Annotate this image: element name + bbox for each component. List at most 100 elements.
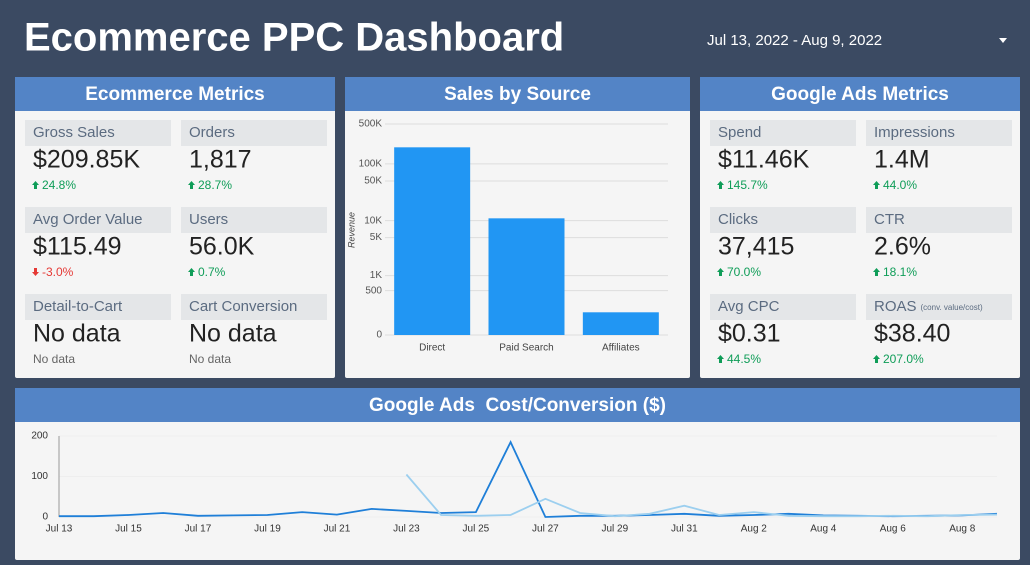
- x-tick-label: Jul 29: [602, 524, 629, 535]
- x-tick-label: Jul 19: [254, 524, 281, 535]
- x-tick-label: Paid Search: [499, 343, 553, 354]
- y-tick-label: 0: [376, 330, 382, 341]
- metric-label-box: [866, 207, 1012, 233]
- metric-value: $38.40: [874, 320, 950, 348]
- panel-header: [700, 77, 1020, 111]
- metric-label: Cart Conversion: [189, 298, 297, 315]
- metric-label: CTR: [874, 211, 905, 228]
- metric-value: $0.31: [718, 320, 781, 348]
- panel-header: [345, 77, 690, 111]
- y-tick-label: 500K: [359, 119, 383, 130]
- panel-title: Sales by Source: [444, 84, 591, 105]
- metric-change: 207.0%: [883, 352, 924, 366]
- x-tick-label: Jul 27: [532, 524, 559, 535]
- metric-label-box: [181, 120, 327, 146]
- x-tick-label: Aug 6: [880, 524, 907, 535]
- y-tick-label: 100K: [359, 158, 383, 169]
- arrow-down: [32, 268, 39, 276]
- metric-change: 28.7%: [198, 178, 232, 192]
- metric-label: Orders: [189, 124, 235, 141]
- x-tick-label: Aug 4: [810, 524, 837, 535]
- y-axis-label: Revenue: [346, 212, 356, 248]
- dashboard-title: Ecommerce PPC Dashboard: [24, 16, 564, 60]
- x-tick-label: Jul 15: [115, 524, 142, 535]
- metric-label-box: [181, 207, 327, 233]
- x-tick-label: Jul 13: [46, 524, 73, 535]
- panel-header: [15, 388, 1020, 422]
- metric-change: 44.5%: [727, 352, 761, 366]
- metric-label: Users: [189, 211, 228, 228]
- x-tick-label: Aug 2: [741, 524, 768, 535]
- panel-title: Google Ads Cost/Conversion ($): [369, 395, 666, 416]
- arrow-up: [32, 181, 39, 189]
- bar: [488, 218, 565, 335]
- arrow-up: [873, 268, 880, 276]
- x-tick-label: Direct: [419, 343, 445, 354]
- y-tick-label: 500: [365, 285, 382, 296]
- y-tick-label: 0: [42, 512, 48, 523]
- arrow-up: [717, 355, 724, 363]
- metric-value: $11.46K: [718, 146, 810, 174]
- bar: [582, 312, 659, 335]
- metric-label: Clicks: [718, 211, 758, 228]
- metric-label-note: (conv. value/cost): [921, 303, 983, 312]
- dropdown-arrow[interactable]: [999, 38, 1007, 43]
- metric-value: 37,415: [718, 233, 794, 261]
- panel-title: Ecommerce Metrics: [85, 84, 265, 105]
- metric-value: 2.6%: [874, 233, 931, 261]
- arrow-up: [188, 268, 195, 276]
- metric-label-box: [181, 294, 327, 320]
- metric-value: No data: [189, 320, 277, 348]
- metric-label-box: [710, 207, 856, 233]
- x-tick-label: Aug 8: [949, 524, 976, 535]
- metric-label-box: [866, 294, 1012, 320]
- metric-label: Gross Sales: [33, 124, 115, 141]
- metric-value: 56.0K: [189, 233, 255, 261]
- metric-label: Avg CPC: [718, 298, 780, 315]
- metric-label-box: [25, 207, 171, 233]
- metric-label-box: [710, 294, 856, 320]
- metric-value: No data: [33, 320, 121, 348]
- metric-label: Impressions: [874, 124, 955, 141]
- line: [405, 473, 998, 518]
- metric-value: $115.49: [33, 233, 122, 261]
- y-tick-label: 200: [31, 431, 48, 442]
- metric-change: 145.7%: [727, 178, 768, 192]
- x-tick-label: Jul 31: [671, 524, 698, 535]
- metric-value: 1,817: [189, 146, 252, 174]
- arrow-up: [717, 181, 724, 189]
- y-tick-label: 100: [31, 471, 48, 482]
- bar: [394, 147, 471, 335]
- metric-change: 70.0%: [727, 265, 761, 279]
- metric-value: 1.4M: [874, 146, 930, 174]
- metric-change: 18.1%: [883, 265, 917, 279]
- metric-label-box: [866, 120, 1012, 146]
- arrow-up: [188, 181, 195, 189]
- x-tick-label: Jul 17: [185, 524, 212, 535]
- metric-change: -3.0%: [42, 265, 74, 279]
- metric-label: Spend: [718, 124, 761, 141]
- y-tick-label: 10K: [364, 215, 382, 226]
- x-tick-label: Affiliates: [602, 343, 640, 354]
- metric-change: 44.0%: [883, 178, 917, 192]
- panel-header: [15, 77, 335, 111]
- metric-change: No data: [33, 352, 75, 366]
- metric-value: $209.85K: [33, 146, 140, 174]
- panel-title: Google Ads Metrics: [771, 84, 949, 105]
- date-range[interactable]: Jul 13, 2022 - Aug 9, 2022: [707, 32, 882, 49]
- y-tick-label: 50K: [364, 176, 382, 187]
- x-tick-label: Jul 21: [324, 524, 351, 535]
- metric-change: 0.7%: [198, 265, 226, 279]
- metric-label-box: [25, 120, 171, 146]
- arrow-up: [717, 268, 724, 276]
- metric-label-box: [710, 120, 856, 146]
- y-tick-label: 5K: [370, 232, 383, 243]
- metric-change: No data: [189, 352, 231, 366]
- arrow-up: [873, 355, 880, 363]
- arrow-up: [873, 181, 880, 189]
- y-tick-label: 1K: [370, 270, 383, 281]
- metric-label: Avg Order Value: [33, 211, 143, 228]
- metric-label-box: [25, 294, 171, 320]
